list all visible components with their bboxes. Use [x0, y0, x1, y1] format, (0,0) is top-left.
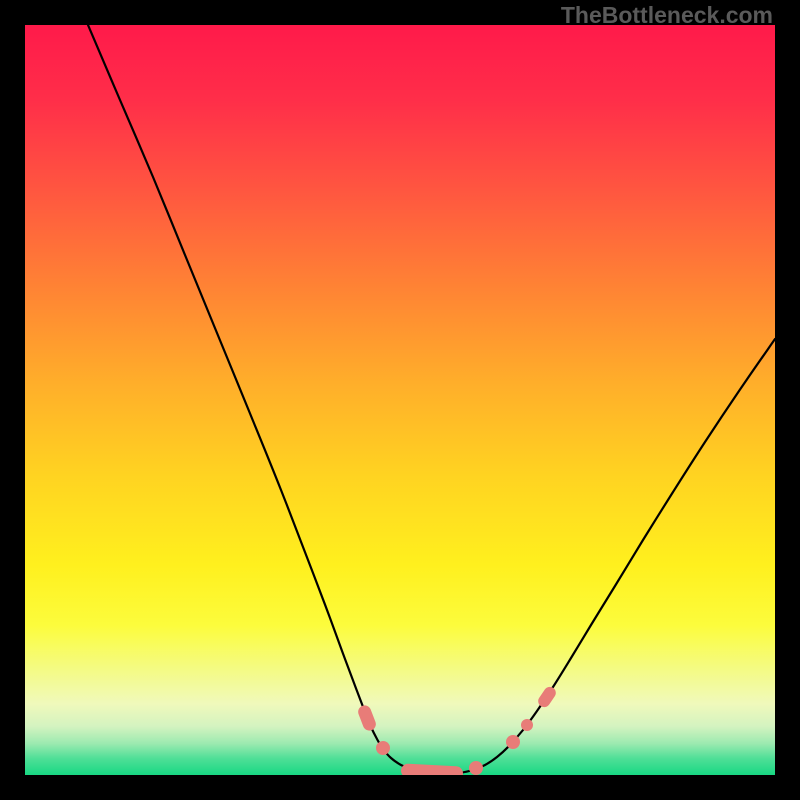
- marker-group: [356, 685, 558, 775]
- marker-capsule: [536, 685, 558, 710]
- marker-dot: [469, 761, 483, 775]
- curve-layer: [25, 25, 775, 775]
- bottleneck-curve: [88, 25, 775, 774]
- marker-capsule: [401, 763, 464, 775]
- plot-area: [25, 25, 775, 775]
- marker-capsule: [356, 704, 377, 733]
- watermark-text: TheBottleneck.com: [561, 2, 773, 29]
- marker-dot: [376, 741, 390, 755]
- marker-dot: [506, 735, 520, 749]
- marker-dot: [521, 719, 533, 731]
